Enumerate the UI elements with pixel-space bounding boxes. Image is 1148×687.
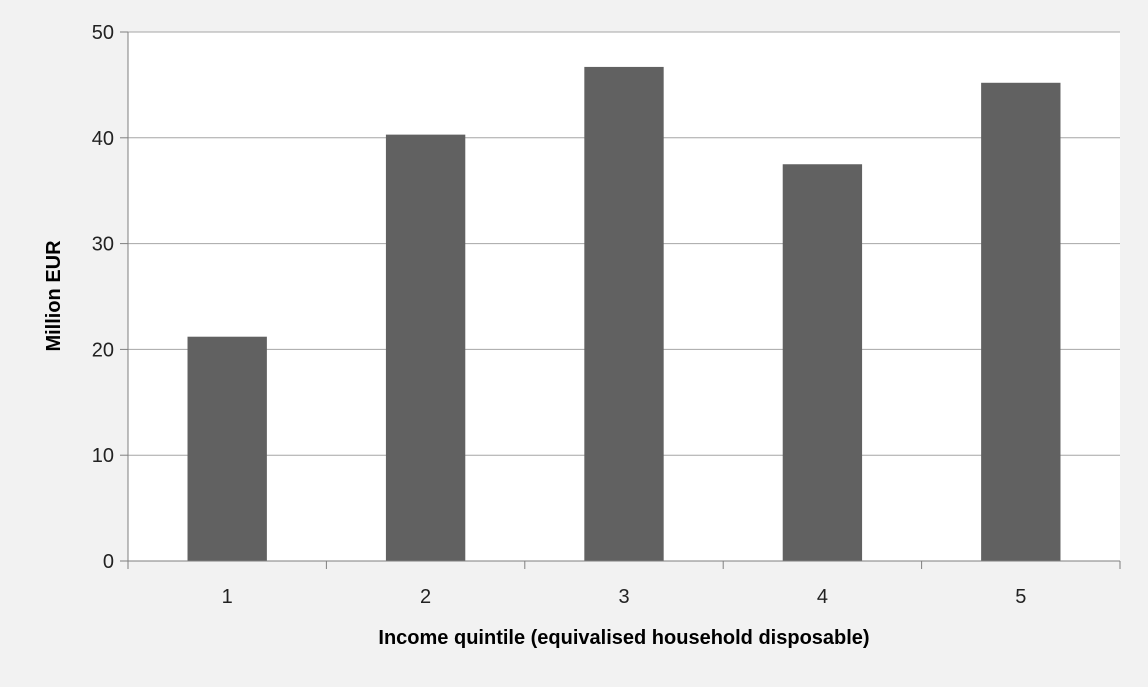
bar-5 <box>981 82 1061 561</box>
y-tick-label: 30 <box>92 234 114 256</box>
tick-labels: 0 10 20 30 40 50 1 2 3 4 5 <box>92 22 1027 608</box>
x-tick-label: 1 <box>222 586 233 608</box>
x-tick-label: 4 <box>817 586 828 608</box>
y-tick-label: 0 <box>103 551 114 573</box>
y-tick-label: 50 <box>92 22 114 44</box>
bar-4 <box>782 164 863 561</box>
x-tick-label: 2 <box>420 586 431 608</box>
y-tick-label: 20 <box>92 339 114 361</box>
bars <box>187 66 1061 561</box>
bar-3 <box>584 66 664 561</box>
bar-1 <box>187 336 267 561</box>
x-tick-label: 3 <box>618 586 629 608</box>
y-axis-title: Million EUR <box>43 240 65 352</box>
x-tick-label: 5 <box>1015 586 1026 608</box>
y-tick-label: 40 <box>92 128 114 150</box>
y-tick-label: 10 <box>92 445 114 467</box>
axes <box>120 31 1121 569</box>
bar-2 <box>385 134 466 561</box>
x-axis-title: Income quintile (equivalised household d… <box>378 627 869 649</box>
